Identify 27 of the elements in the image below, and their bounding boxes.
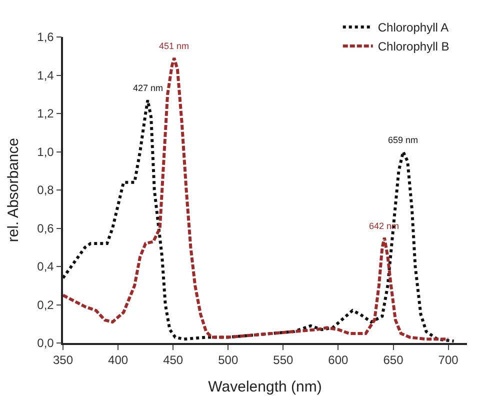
- y-tick-label: 0,8: [37, 183, 54, 198]
- legend-label: Chlorophyll B: [378, 40, 450, 54]
- y-tick-label: 1,4: [37, 68, 54, 82]
- x-tick-label: 500: [218, 353, 238, 368]
- y-tick-label: 0,4: [37, 260, 54, 274]
- x-tick-label: 600: [328, 353, 349, 368]
- annotation: 451 nm: [159, 41, 190, 51]
- annotation: 642 nm: [369, 221, 400, 231]
- x-tick-label: 650: [383, 353, 404, 368]
- x-tick-label: 350: [52, 353, 74, 368]
- x-axis-title: Wavelength (nm): [208, 378, 322, 396]
- y-tick-label: 1,2: [37, 106, 54, 121]
- x-tick-label: 700: [438, 353, 459, 368]
- x-tick-label: 550: [273, 353, 294, 368]
- y-tick-label: 0,0: [37, 336, 54, 350]
- y-axis-title: rel. Absorbance: [4, 138, 22, 242]
- line-series: [63, 56, 450, 341]
- annotation: 427 nm: [133, 83, 164, 93]
- x-tick-label: 450: [163, 353, 184, 368]
- y-tick-label: 1,6: [37, 30, 54, 44]
- annotation: 659 nm: [388, 135, 418, 145]
- line-series: [63, 98, 456, 343]
- x-tick-label: 400: [108, 353, 128, 368]
- y-tick-label: 0,6: [37, 221, 54, 236]
- y-tick-label: 1,0: [37, 144, 54, 159]
- legend-label: Chlorophyll A: [378, 20, 449, 35]
- y-tick-label: 0,2: [37, 298, 54, 312]
